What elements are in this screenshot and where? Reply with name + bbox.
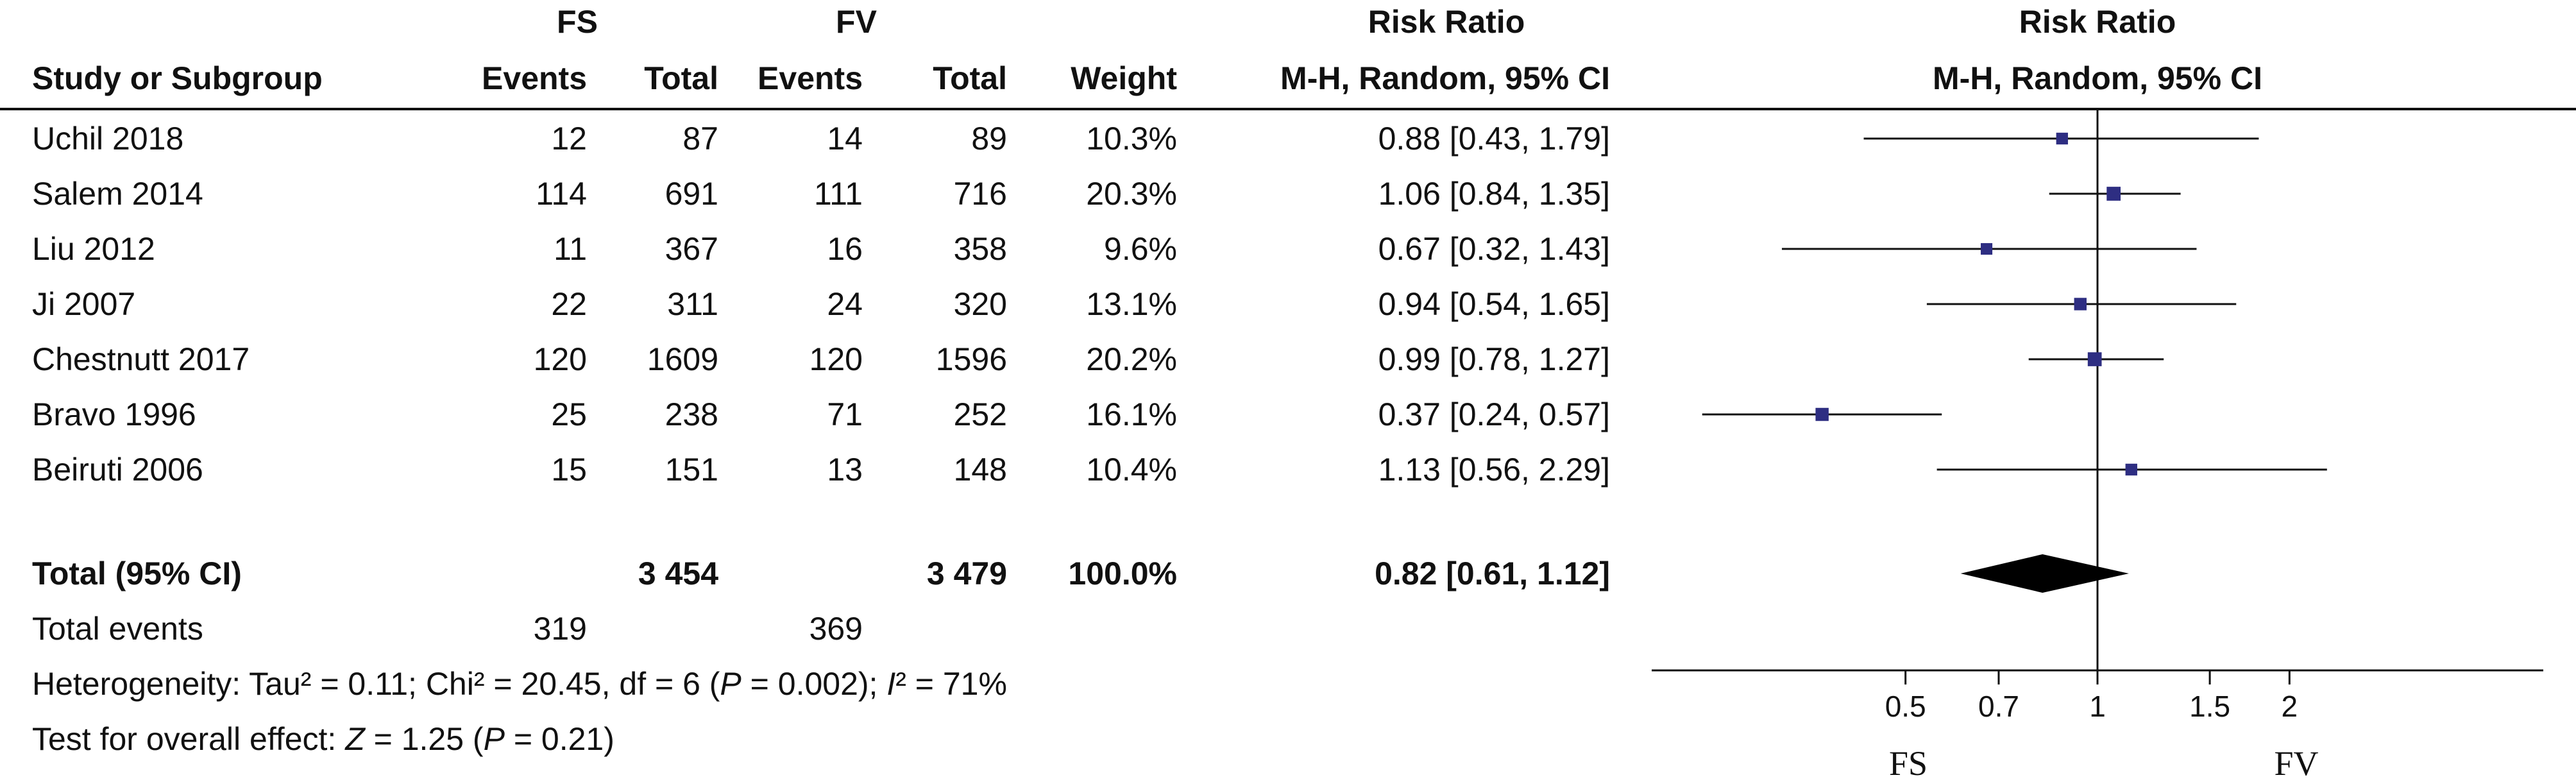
col-total1-header: Total: [644, 60, 718, 96]
heterogeneity-suffix: ² = 71%: [895, 666, 1007, 702]
row-total1: 1609: [647, 341, 718, 377]
col-events1-header: Events: [482, 60, 587, 96]
row-events2: 24: [827, 286, 863, 322]
study-marker: [2074, 298, 2087, 310]
row-ci: 0.99 [0.78, 1.27]: [1378, 341, 1610, 377]
row-study: Beiruti 2006: [32, 452, 203, 488]
total-weight: 100.0%: [1068, 556, 1177, 591]
effect-header: Risk Ratio: [1368, 4, 1525, 40]
pooled-diamond: [1960, 554, 2129, 593]
favours-left-label: FS: [1889, 744, 1928, 782]
row-total2: 252: [953, 396, 1007, 432]
x-tick-label: 1.5: [2189, 690, 2230, 723]
row-events1: 22: [551, 286, 587, 322]
row-events1: 114: [536, 176, 587, 212]
row-events1: 25: [551, 396, 587, 432]
plot-subtitle: M-H, Random, 95% CI: [1933, 60, 2262, 96]
study-marker: [1815, 407, 1829, 421]
row-ci: 0.94 [0.54, 1.65]: [1378, 286, 1610, 322]
col-weight-header: Weight: [1071, 60, 1177, 96]
row-total2: 320: [953, 286, 1007, 322]
row-events1: 15: [551, 452, 587, 488]
row-total2: 1596: [935, 341, 1007, 377]
row-weight: 16.1%: [1086, 396, 1177, 432]
total-ci: 0.82 [0.61, 1.12]: [1375, 556, 1610, 591]
row-ci: 1.13 [0.56, 2.29]: [1378, 452, 1610, 488]
total-n2: 3 479: [926, 556, 1007, 591]
overall-effect-middle: = 1.25 (: [364, 721, 484, 757]
group1-header: FS: [557, 4, 598, 40]
row-total2: 89: [971, 121, 1007, 157]
row-events1: 120: [533, 341, 587, 377]
row-study: Salem 2014: [32, 176, 203, 212]
row-weight: 13.1%: [1086, 286, 1177, 322]
row-events2: 16: [827, 231, 863, 267]
header-divider: [0, 108, 2576, 110]
heterogeneity-p-symbol: P: [720, 666, 741, 702]
row-events1: 11: [554, 231, 587, 267]
row-events2: 111: [813, 176, 863, 212]
overall-effect-z-symbol: Z: [345, 721, 365, 757]
study-marker: [2125, 463, 2137, 476]
row-ci: 0.37 [0.24, 0.57]: [1378, 396, 1610, 432]
row-weight: 10.3%: [1086, 121, 1177, 157]
x-tick-label: 1: [2089, 690, 2106, 723]
col-ci-header: M-H, Random, 95% CI: [1280, 60, 1610, 96]
row-total2: 716: [953, 176, 1007, 212]
x-tick-label: 0.7: [1978, 690, 2019, 723]
row-ci: 1.06 [0.84, 1.35]: [1378, 176, 1610, 212]
row-study: Bravo 1996: [32, 396, 196, 432]
row-study: Uchil 2018: [32, 121, 184, 157]
row-events2: 71: [827, 396, 863, 432]
row-total2: 358: [953, 231, 1007, 267]
row-weight: 9.6%: [1104, 231, 1177, 267]
overall-effect-suffix: = 0.21): [504, 721, 614, 757]
total-events-e2: 369: [809, 611, 863, 647]
row-total1: 311: [667, 286, 718, 322]
row-events1: 12: [551, 121, 587, 157]
total-label: Total (95% CI): [32, 556, 242, 591]
row-total1: 238: [665, 396, 718, 432]
heterogeneity-stats: Heterogeneity: Tau² = 0.11; Chi² = 20.45…: [32, 665, 1007, 703]
study-marker: [2056, 132, 2068, 145]
x-tick-label: 2: [2282, 690, 2298, 723]
row-events2: 13: [827, 452, 863, 488]
row-total1: 151: [665, 452, 718, 488]
row-total1: 691: [665, 176, 718, 212]
row-study: Chestnutt 2017: [32, 341, 250, 377]
total-events-e1: 319: [533, 611, 587, 647]
study-marker: [2087, 352, 2102, 366]
row-ci: 0.88 [0.43, 1.79]: [1378, 121, 1610, 157]
col-total2-header: Total: [933, 60, 1007, 96]
col-study-header: Study or Subgroup: [32, 60, 323, 96]
row-weight: 10.4%: [1086, 452, 1177, 488]
heterogeneity-prefix: Heterogeneity: Tau² = 0.11; Chi² = 20.45…: [32, 666, 720, 702]
heterogeneity-i-symbol: I: [886, 666, 896, 702]
plot-header: Risk Ratio: [2019, 4, 2176, 40]
study-marker: [2106, 187, 2121, 201]
row-total2: 148: [953, 452, 1007, 488]
x-tick-label: 0.5: [1885, 690, 1926, 723]
favours-right-label: FV: [2274, 744, 2318, 782]
overall-effect-stats: Test for overall effect: Z = 1.25 (P = 0…: [32, 720, 614, 758]
total-n1: 3 454: [638, 556, 718, 591]
row-total1: 367: [665, 231, 718, 267]
total-events-label: Total events: [32, 611, 203, 647]
row-ci: 0.67 [0.32, 1.43]: [1378, 231, 1610, 267]
row-total1: 87: [682, 121, 718, 157]
col-events2-header: Events: [758, 60, 863, 96]
overall-effect-p-symbol: P: [483, 721, 505, 757]
overall-effect-prefix: Test for overall effect:: [32, 721, 346, 757]
row-events2: 120: [809, 341, 863, 377]
group2-header: FV: [836, 4, 877, 40]
study-marker: [1981, 242, 1993, 255]
row-study: Liu 2012: [32, 231, 155, 267]
row-study: Ji 2007: [32, 286, 136, 322]
heterogeneity-middle: = 0.002);: [741, 666, 887, 702]
row-weight: 20.2%: [1086, 341, 1177, 377]
row-events2: 14: [827, 121, 863, 157]
row-weight: 20.3%: [1086, 176, 1177, 212]
